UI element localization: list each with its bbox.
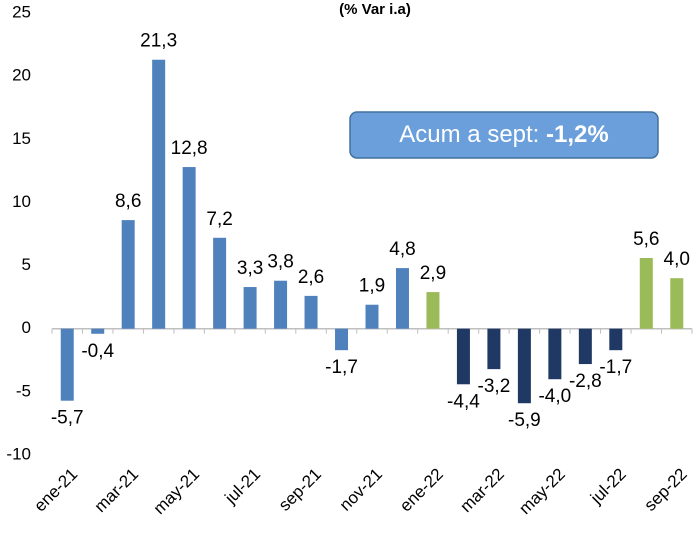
data-label: -0,4 <box>81 341 114 362</box>
data-label: 4,0 <box>664 249 690 270</box>
x-tick-label: ene-21 <box>30 465 81 516</box>
bar <box>426 292 440 329</box>
annotation-bold: -1,2% <box>546 121 609 148</box>
x-tick-label: sep-22 <box>641 465 691 515</box>
x-tick-label: sep-21 <box>275 465 325 515</box>
data-label: 8,6 <box>115 191 141 212</box>
y-tick-label: 0 <box>22 318 31 337</box>
data-label: 2,6 <box>298 267 324 288</box>
bar <box>91 328 105 334</box>
data-label: 3,3 <box>237 258 263 279</box>
bar <box>639 257 653 329</box>
bar <box>548 328 562 380</box>
bar <box>182 167 196 329</box>
y-tick-label: 5 <box>22 255 31 274</box>
bar <box>243 287 257 329</box>
bar <box>578 328 592 365</box>
bar <box>213 237 227 329</box>
bar <box>152 59 166 329</box>
data-label: -4,4 <box>447 391 480 412</box>
x-tick-label: nov-21 <box>336 465 386 515</box>
x-tick-label: jul-22 <box>586 465 630 509</box>
data-label: -5,9 <box>508 410 541 431</box>
data-label: 21,3 <box>140 31 177 52</box>
annotation-text: Acum a sept: <box>399 121 539 148</box>
data-label: -1,7 <box>599 357 632 378</box>
data-label: 2,9 <box>420 263 446 284</box>
data-label: -5,7 <box>51 408 84 429</box>
y-tick-label: 25 <box>12 2 31 21</box>
bar <box>670 278 684 329</box>
bar <box>609 328 623 351</box>
x-tick-label: may-21 <box>150 465 204 519</box>
annotation: Acum a sept: -1,2% <box>399 121 608 148</box>
bar <box>517 328 531 404</box>
x-tick-label: mar-22 <box>456 465 508 517</box>
bar <box>304 295 318 329</box>
data-label: 1,9 <box>359 276 385 297</box>
bar <box>60 328 74 401</box>
chart-title: (% Var i.a) <box>339 1 411 18</box>
annotation-box <box>349 111 659 159</box>
data-label: -1,7 <box>325 357 358 378</box>
data-label: -3,2 <box>478 376 511 397</box>
data-label: 12,8 <box>171 138 208 159</box>
y-tick-label: 15 <box>12 129 31 148</box>
y-tick-label: 20 <box>12 66 31 85</box>
y-tick-label: 10 <box>12 192 31 211</box>
x-tick-label: mar-21 <box>91 465 143 517</box>
bar <box>274 280 288 329</box>
y-tick-label: -10 <box>6 444 31 463</box>
data-label: -4,0 <box>538 386 571 407</box>
data-label: 4,8 <box>389 239 415 260</box>
data-label: -2,8 <box>569 371 602 392</box>
x-tick-label: jul-21 <box>221 465 265 509</box>
bar <box>365 304 379 329</box>
bar <box>487 328 501 370</box>
bar <box>121 220 135 329</box>
data-label: 7,2 <box>206 209 232 230</box>
x-tick-label: may-22 <box>515 465 569 519</box>
bar <box>456 328 470 385</box>
bar <box>395 268 409 329</box>
data-label: 3,8 <box>267 252 293 273</box>
data-label: 5,6 <box>633 229 659 250</box>
x-tick-label: ene-22 <box>396 465 447 516</box>
bar <box>335 328 349 351</box>
y-tick-label: -5 <box>16 381 31 400</box>
